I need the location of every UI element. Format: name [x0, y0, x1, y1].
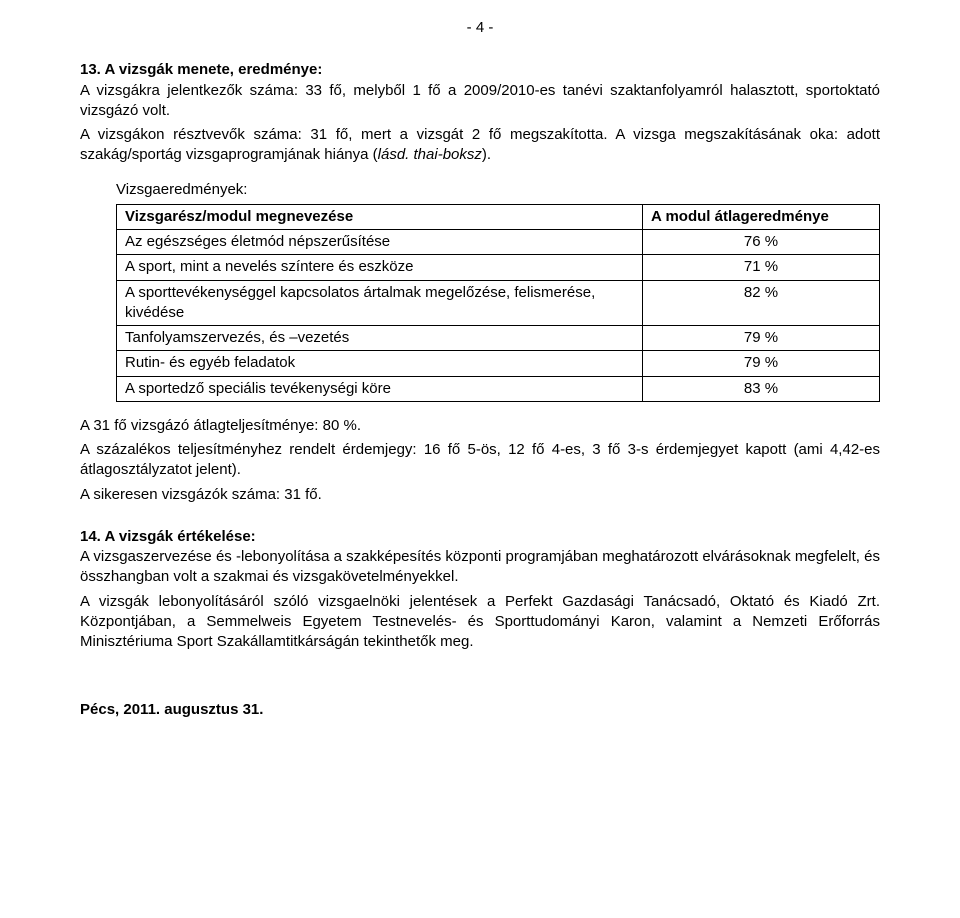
td-value: 79 % [643, 326, 880, 351]
section-14: 14. A vizsgák értékelése: A vizsgaszerve… [80, 527, 880, 653]
s13-p5: A sikeresen vizsgázók száma: 31 fő. [80, 485, 880, 505]
td-module: Tanfolyamszervezés, és –vezetés [117, 326, 643, 351]
s13-p2: A vizsgákon résztvevők száma: 31 fő, mer… [80, 125, 880, 166]
td-module: A sport, mint a nevelés színtere és eszk… [117, 255, 643, 280]
td-value: 71 % [643, 255, 880, 280]
th-module: Vizsgarész/modul megnevezése [117, 204, 643, 229]
table-row: A sporttevékenységgel kapcsolatos ártalm… [117, 280, 880, 326]
table-row: Tanfolyamszervezés, és –vezetés 79 % [117, 326, 880, 351]
s13-p2-italic: lásd. thai-boksz [378, 146, 482, 163]
table-row: Az egészséges életmód népszerűsítése 76 … [117, 230, 880, 255]
s14-p2: A vizsgák lebonyolításáról szóló vizsgae… [80, 592, 880, 653]
s13-p2b: ). [482, 146, 491, 163]
s13-p1: A vizsgákra jelentkezők száma: 33 fő, me… [80, 81, 880, 122]
td-value: 79 % [643, 351, 880, 376]
table-head-row: Vizsgarész/modul megnevezése A modul átl… [117, 204, 880, 229]
results-label: Vizsgaeredmények: [116, 180, 880, 200]
td-module: Rutin- és egyéb feladatok [117, 351, 643, 376]
td-module: A sporttevékenységgel kapcsolatos ártalm… [117, 280, 643, 326]
td-value: 76 % [643, 230, 880, 255]
results-block: Vizsgaeredmények: Vizsgarész/modul megne… [80, 180, 880, 402]
s13-p4: A százalékos teljesítményhez rendelt érd… [80, 440, 880, 481]
footer-date: Pécs, 2011. augusztus 31. [80, 700, 880, 720]
td-module: Az egészséges életmód népszerűsítése [117, 230, 643, 255]
section-13-heading: 13. A vizsgák menete, eredménye: [80, 60, 880, 80]
table-row: Rutin- és egyéb feladatok 79 % [117, 351, 880, 376]
s13-summary: A 31 fő vizsgázó átlagteljesítménye: 80 … [80, 416, 880, 505]
page: - 4 - 13. A vizsgák menete, eredménye: A… [40, 0, 920, 761]
td-value: 83 % [643, 376, 880, 401]
page-number: - 4 - [80, 18, 880, 38]
section-14-heading: 14. A vizsgák értékelése: [80, 527, 880, 547]
section-13: 13. A vizsgák menete, eredménye: A vizsg… [80, 60, 880, 165]
table-row: A sportedző speciális tevékenységi köre … [117, 376, 880, 401]
s14-p1: A vizsgaszervezése és -lebonyolítása a s… [80, 547, 880, 588]
table-row: A sport, mint a nevelés színtere és eszk… [117, 255, 880, 280]
td-value: 82 % [643, 280, 880, 326]
th-avg: A modul átlageredménye [643, 204, 880, 229]
s13-p3: A 31 fő vizsgázó átlagteljesítménye: 80 … [80, 416, 880, 436]
results-table: Vizsgarész/modul megnevezése A modul átl… [116, 204, 880, 402]
td-module: A sportedző speciális tevékenységi köre [117, 376, 643, 401]
